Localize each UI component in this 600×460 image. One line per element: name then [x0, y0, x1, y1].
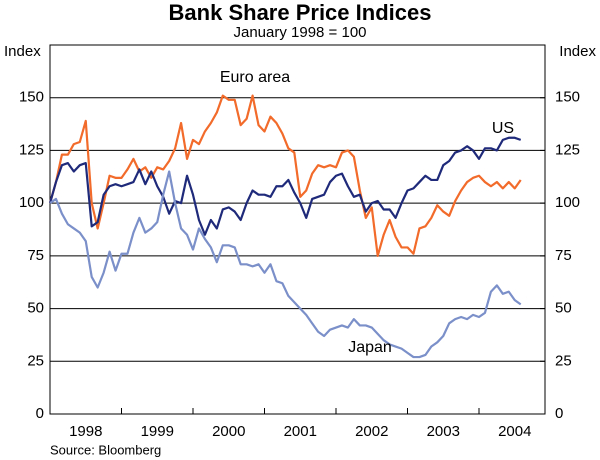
- plot-frame: [49, 44, 546, 415]
- y2-axis-label: Index: [559, 43, 596, 60]
- chart-title: Bank Share Price Indices: [169, 0, 432, 25]
- series-line: [49, 170, 522, 359]
- y2-tick-label: 0: [555, 405, 563, 422]
- series-line: [48, 94, 522, 257]
- x-tick-label: 2004: [498, 423, 531, 440]
- y2-tick-label: 150: [555, 89, 580, 106]
- chart-subtitle: January 1998 = 100: [233, 24, 366, 41]
- source-note: Source: Bloomberg: [50, 442, 161, 457]
- series-label: US: [492, 120, 514, 137]
- y-tick-label: 0: [36, 405, 44, 422]
- y-tick-label: 50: [27, 300, 44, 317]
- y-tick-label: 125: [19, 141, 44, 158]
- y2-tick-label: 25: [555, 352, 572, 369]
- x-tick-label: 2001: [284, 423, 317, 440]
- y2-tick-label: 100: [555, 194, 580, 211]
- x-tick-label: 2000: [212, 423, 245, 440]
- y2-tick-label: 50: [555, 300, 572, 317]
- y-axis-label: Index: [4, 43, 41, 60]
- y-tick-label: 100: [19, 194, 44, 211]
- series-label: Euro area: [220, 69, 290, 86]
- x-tick-label: 2002: [355, 423, 388, 440]
- x-tick-label: 2003: [427, 423, 460, 440]
- x-tick-label: 1998: [69, 423, 102, 440]
- y-tick-label: 75: [27, 247, 44, 264]
- series-label: Japan: [348, 339, 392, 356]
- y-tick-label: 25: [27, 352, 44, 369]
- y2-tick-label: 75: [555, 247, 572, 264]
- y-tick-label: 150: [19, 89, 44, 106]
- y2-tick-label: 125: [555, 141, 580, 158]
- series-line: [48, 136, 522, 236]
- x-tick-label: 1999: [141, 423, 174, 440]
